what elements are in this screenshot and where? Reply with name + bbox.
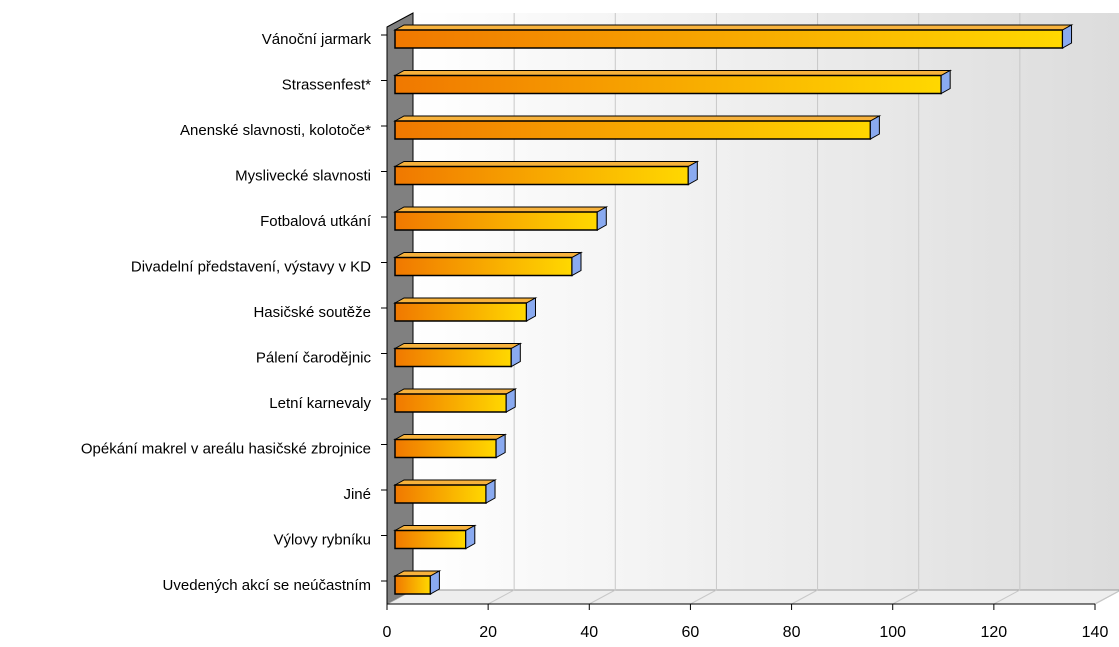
- category-labels: Vánoční jarmark Strassenfest* Anenské slav…: [81, 31, 372, 594]
- category-label: Pálení čarodějnic: [256, 350, 372, 367]
- bar: [393, 69, 953, 95]
- x-tick-label: 40: [580, 624, 598, 641]
- bar: [393, 160, 700, 186]
- floor-gridline: [1094, 590, 1119, 605]
- bar-front: [394, 120, 872, 140]
- floor-gridline: [690, 589, 717, 605]
- bar-front: [394, 302, 528, 322]
- bar-cap: [510, 342, 521, 368]
- bar: [393, 297, 538, 322]
- category-label: Uvedených akcí se neúčastním: [163, 577, 371, 594]
- bar-front: [394, 438, 497, 459]
- x-tick-labels: 0 20 40 60 80 100 120 140: [383, 624, 1109, 641]
- x-tick-label: 0: [383, 624, 392, 641]
- bar-cap: [429, 570, 440, 595]
- bar: [393, 479, 497, 504]
- bar-cap: [869, 115, 880, 140]
- category-label: Letní karnevaly: [269, 395, 371, 412]
- bars: [393, 24, 1074, 595]
- floor: [386, 589, 1119, 605]
- axes: [381, 27, 1096, 610]
- bar: [393, 24, 1074, 49]
- bar: [393, 115, 882, 140]
- bar-cap: [525, 297, 536, 322]
- bar-cap: [571, 251, 582, 277]
- category-label: Anenské slavnosti, kolotoče*: [180, 122, 371, 139]
- bar-front: [394, 256, 573, 277]
- category-label: Strassenfest*: [282, 77, 371, 94]
- category-label: Myslivecké slavnosti: [235, 168, 371, 185]
- floor-gridline: [892, 589, 919, 605]
- bar-front: [394, 29, 1064, 49]
- bar: [393, 206, 609, 231]
- x-tick-label: 100: [879, 624, 906, 641]
- x-tick-label: 20: [479, 624, 497, 641]
- bar-cap: [1062, 24, 1073, 49]
- bar-front: [394, 393, 508, 413]
- bar: [393, 342, 523, 368]
- bar: [393, 251, 583, 277]
- bar-cap: [687, 160, 698, 186]
- category-label: Jiné: [343, 486, 371, 503]
- category-label: Opékání makrel v areálu hasičské zbrojni…: [81, 441, 371, 458]
- bar-cap: [940, 69, 951, 95]
- floor-gridline: [487, 589, 515, 605]
- x-tick-label: 80: [783, 624, 801, 641]
- bar-front: [394, 347, 513, 368]
- category-label: Vánoční jarmark: [262, 31, 372, 48]
- back-wall: [413, 13, 1119, 590]
- bar-front: [394, 484, 487, 504]
- bar-cap: [465, 524, 476, 550]
- bar-cap: [596, 206, 607, 231]
- bar-cap: [505, 388, 516, 413]
- floor-gridline: [589, 589, 616, 605]
- bar-cap: [485, 479, 496, 504]
- bar-front: [394, 74, 942, 95]
- floor-gridline: [993, 589, 1021, 605]
- bar-front: [394, 211, 599, 231]
- bar-front: [394, 575, 432, 595]
- bar-front: [394, 529, 467, 550]
- bar: [393, 570, 442, 595]
- category-label: Hasičské soutěže: [253, 304, 371, 321]
- category-label: Divadelní představení, výstavy v KD: [131, 259, 371, 276]
- x-tick-label: 60: [682, 624, 700, 641]
- floor-gridline: [791, 589, 818, 605]
- bar: [393, 433, 508, 459]
- x-tick-label: 140: [1082, 624, 1109, 641]
- bar-cap: [495, 433, 506, 459]
- bar: [393, 524, 477, 550]
- x-tick-label: 120: [981, 624, 1008, 641]
- plot-background: [386, 12, 1119, 605]
- bar-front: [394, 165, 690, 186]
- category-label: Fotbalová utkání: [260, 213, 372, 230]
- gridlines: [487, 13, 1119, 605]
- bar: [393, 388, 518, 413]
- category-label: Výlovy rybníku: [273, 532, 371, 549]
